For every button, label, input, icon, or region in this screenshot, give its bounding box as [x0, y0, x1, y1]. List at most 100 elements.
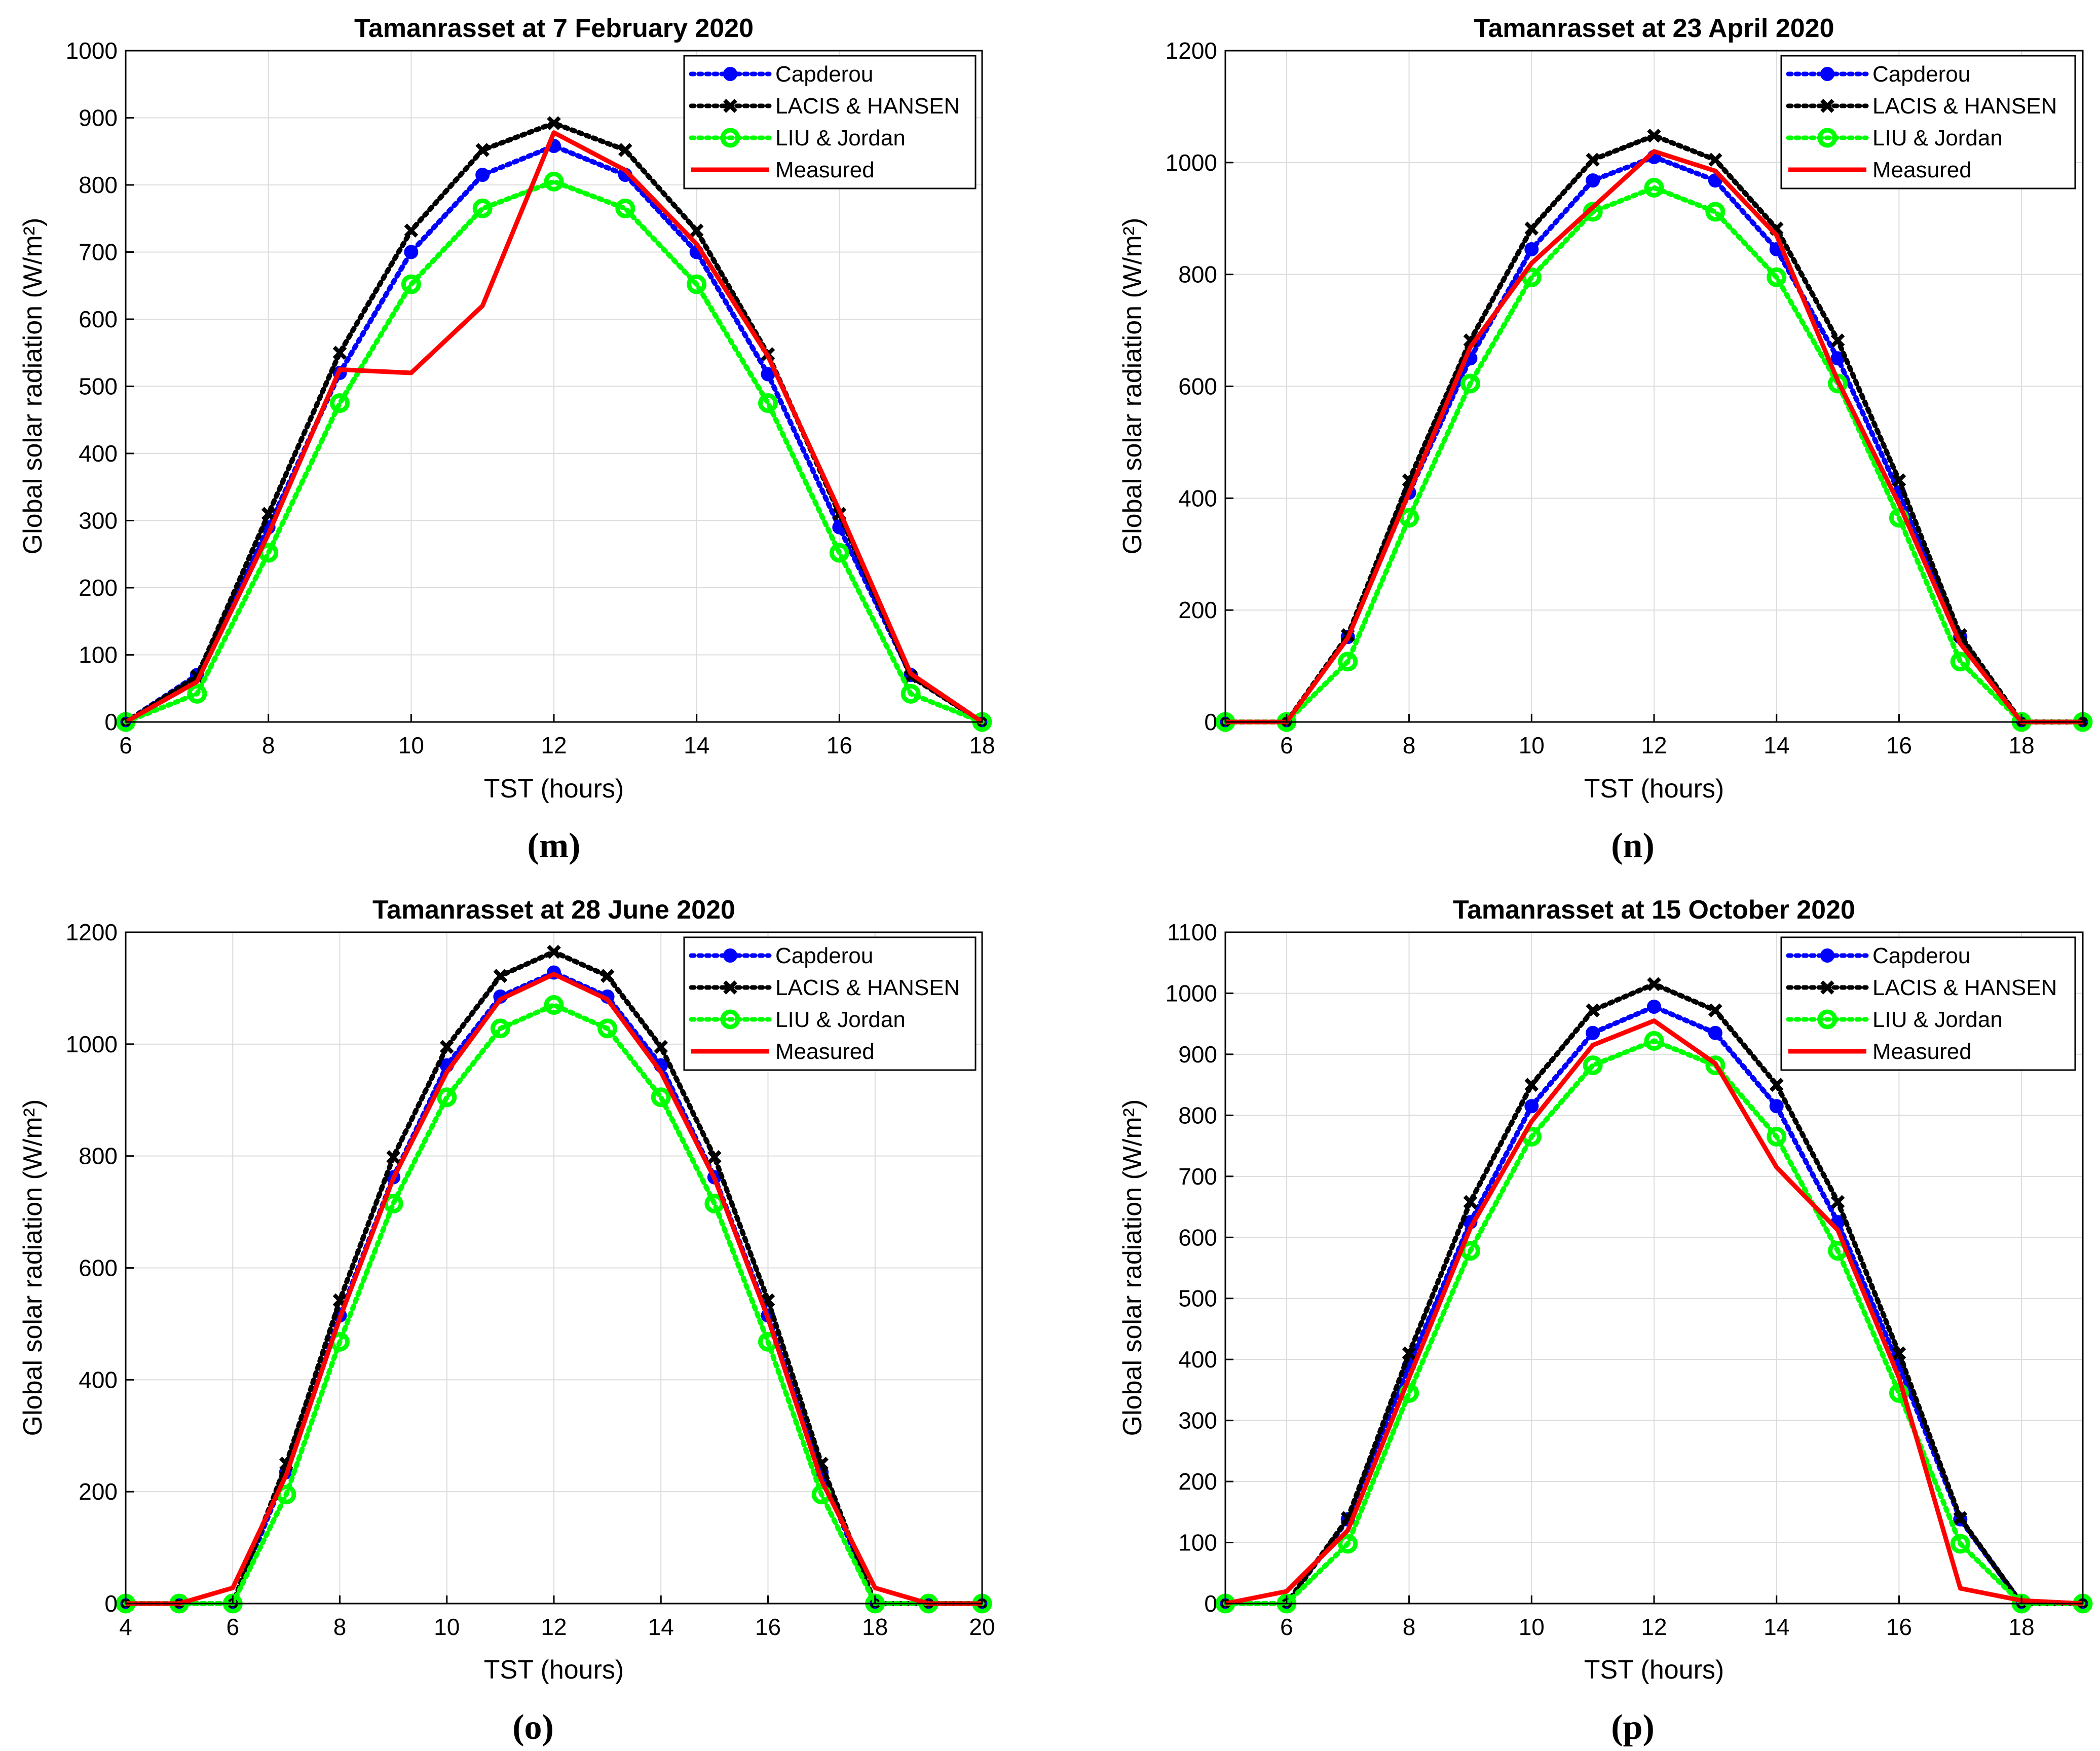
legend-label: LIU & Jordan [1872, 1007, 2003, 1032]
x-tick-label: 6 [1280, 732, 1293, 758]
data-point [1586, 1003, 1600, 1018]
x-tick-label: 10 [1519, 732, 1545, 758]
y-tick-label: 200 [79, 575, 118, 601]
legend-label: LACIS & HANSEN [1872, 975, 2057, 1000]
chart-panel-o: Tamanrasset at 28 June 2020 4 6 8 10 12 14 16 1… [18, 895, 995, 1747]
legend-label: Measured [775, 158, 875, 182]
x-axis-label: TST (hours) [484, 774, 624, 804]
y-tick-label: 800 [1178, 261, 1217, 288]
panel-letter: o [524, 1708, 542, 1747]
data-point [437, 1087, 457, 1108]
data-point [1524, 1099, 1539, 1114]
series-line-2 [123, 179, 985, 725]
data-point [475, 168, 490, 182]
data-point [547, 944, 561, 959]
legend-label: LACIS & HANSEN [775, 975, 960, 1000]
y-tick-label: 1100 [1167, 919, 1217, 945]
x-tick-label: 16 [755, 1614, 781, 1640]
data-point [707, 1150, 722, 1164]
series-layer [1215, 977, 2093, 1614]
data-point [332, 346, 347, 360]
series-line-3 [126, 972, 982, 1606]
chart-panel-p: Tamanrasset at 15 October 2020 6 8 10 12 14 1… [1118, 895, 2093, 1747]
data-point [901, 683, 921, 704]
x-tick-label: 16 [827, 732, 852, 758]
y-tick-label: 600 [1178, 373, 1217, 400]
x-tick-label: 18 [862, 1614, 888, 1640]
legend-label: Capderou [1872, 62, 1970, 87]
panel-caption: (n) [1611, 826, 1655, 865]
y-tick-label: 400 [79, 440, 118, 467]
data-point [1769, 1099, 1784, 1114]
series-line-3 [1225, 149, 2083, 725]
legend-label: Capderou [775, 943, 873, 968]
y-tick-label: 400 [1178, 1346, 1217, 1373]
panel-caption: (p) [1611, 1708, 1655, 1747]
x-tick-label: 16 [1886, 1614, 1912, 1640]
y-tick-label: 600 [79, 1255, 118, 1281]
x-tick-label: 10 [398, 732, 424, 758]
data-point [1892, 473, 1906, 487]
y-tick-label: 900 [79, 105, 118, 131]
y-tick-label: 0 [1204, 709, 1217, 735]
legend-label: LACIS & HANSEN [1872, 94, 2057, 119]
chart-panel-m: Tamanrasset at 7 February 2020 6 8 10 12 14 1… [18, 14, 995, 865]
x-tick-label: 8 [262, 732, 275, 758]
x-tick-label: 6 [226, 1614, 239, 1640]
tick-labels: 6 8 10 12 14 16 18 0 200 400 600 800 1000 1200 [1166, 37, 2035, 758]
x-axis-label: TST (hours) [1584, 774, 1724, 804]
y-tick-label: 500 [79, 373, 118, 400]
data-point [1705, 202, 1726, 222]
data-point [1399, 508, 1419, 528]
legend-label: LACIS & HANSEN [775, 94, 960, 119]
data-point [475, 143, 490, 157]
legend: Capderou LACIS & HANSEN LIU & Jordan Measur… [683, 55, 977, 189]
y-tick-label: 400 [79, 1366, 118, 1393]
chart-title: Tamanrasset at 15 October 2020 [1453, 895, 1855, 925]
data-point [618, 143, 632, 157]
x-tick-label: 10 [434, 1614, 460, 1640]
y-axis-label: Global solar radiation (W/m²) [1118, 1099, 1147, 1436]
y-tick-label: 1000 [66, 37, 118, 64]
data-point [1950, 1534, 1970, 1554]
data-point [1338, 652, 1358, 672]
y-tick-label: 1200 [66, 919, 118, 945]
data-point [1830, 333, 1845, 348]
y-tick-label: 800 [1178, 1102, 1217, 1128]
legend: Capderou LACIS & HANSEN LIU & Jordan Measur… [1780, 55, 2076, 189]
y-tick-label: 100 [1178, 1530, 1217, 1556]
x-tick-label: 14 [648, 1614, 674, 1640]
y-tick-label: 1000 [1166, 149, 1217, 176]
panel-caption: (o) [512, 1708, 554, 1747]
data-point [600, 969, 615, 983]
legend-marker [723, 99, 737, 113]
data-point [1708, 153, 1722, 167]
data-point [404, 223, 419, 238]
data-point [472, 198, 493, 218]
x-axis-label: TST (hours) [1584, 1655, 1724, 1685]
series-line-2 [1223, 185, 2085, 725]
data-point [615, 198, 635, 218]
y-tick-label: 600 [79, 306, 118, 332]
x-tick-label: 10 [1519, 1614, 1545, 1640]
y-tick-label: 900 [1178, 1041, 1217, 1068]
x-tick-label: 6 [119, 732, 132, 758]
data-point [261, 507, 276, 521]
x-tick-label: 8 [1403, 1614, 1416, 1640]
series-layer [116, 944, 992, 1614]
chart-title: Tamanrasset at 23 April 2020 [1474, 14, 1834, 43]
x-tick-label: 4 [119, 1614, 132, 1640]
data-point [1647, 977, 1661, 992]
x-tick-label: 6 [1280, 1614, 1293, 1640]
data-point [1586, 153, 1600, 167]
y-tick-label: 1200 [1166, 37, 1217, 64]
legend-marker [723, 948, 737, 963]
data-point [1708, 1003, 1722, 1018]
series-line-2 [1223, 1038, 2085, 1606]
y-tick-label: 700 [79, 239, 118, 265]
legend-marker [723, 980, 737, 995]
legend-marker [1820, 948, 1834, 963]
data-point [1647, 999, 1661, 1014]
